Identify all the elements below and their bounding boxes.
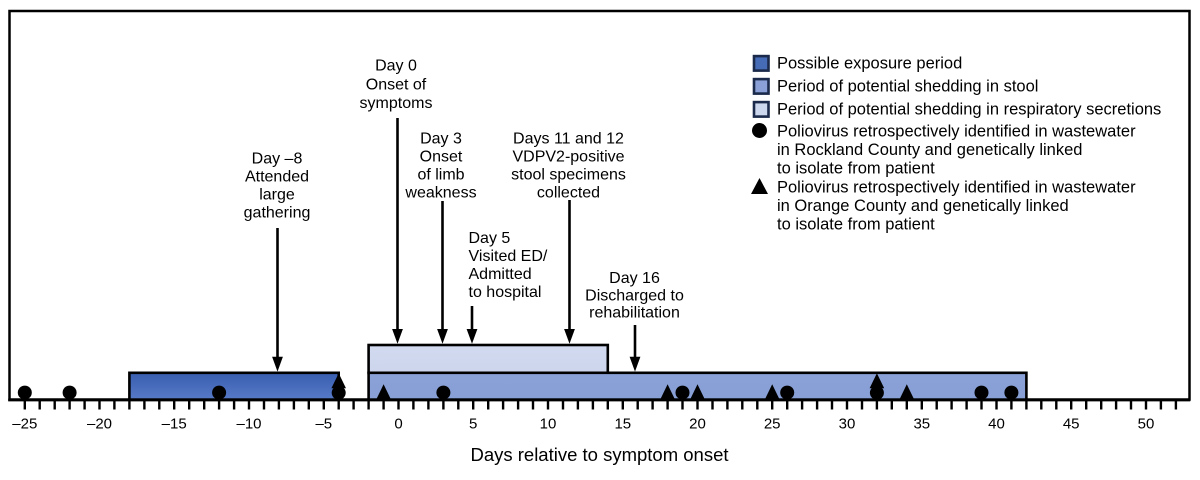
svg-text:30: 30 bbox=[839, 416, 856, 433]
svg-text:–5: –5 bbox=[315, 416, 332, 433]
svg-text:Period of potential shedding i: Period of potential shedding in respirat… bbox=[777, 100, 1161, 118]
svg-text:to isolate from patient: to isolate from patient bbox=[777, 215, 935, 233]
svg-text:of limb: of limb bbox=[417, 167, 464, 184]
svg-text:Onset of: Onset of bbox=[366, 77, 427, 94]
svg-text:Admitted: Admitted bbox=[469, 266, 532, 283]
svg-text:Day 3: Day 3 bbox=[420, 131, 462, 148]
svg-text:Discharged to: Discharged to bbox=[585, 287, 684, 304]
svg-text:Possible exposure period: Possible exposure period bbox=[777, 54, 962, 72]
svg-text:10: 10 bbox=[540, 416, 557, 433]
svg-text:Visited ED/: Visited ED/ bbox=[469, 248, 548, 265]
svg-text:VDPV2-positive: VDPV2-positive bbox=[512, 149, 624, 166]
svg-text:–15: –15 bbox=[162, 416, 187, 433]
svg-text:weakness: weakness bbox=[404, 185, 476, 202]
svg-text:gathering: gathering bbox=[244, 205, 311, 222]
svg-text:Days relative to symptom onset: Days relative to symptom onset bbox=[470, 444, 728, 465]
svg-text:Day 16: Day 16 bbox=[609, 270, 660, 287]
svg-text:Day –8: Day –8 bbox=[252, 151, 303, 168]
svg-text:Poliovirus retrospectively ide: Poliovirus retrospectively identified in… bbox=[777, 122, 1136, 140]
svg-text:5: 5 bbox=[469, 416, 477, 433]
svg-text:large: large bbox=[259, 187, 295, 204]
svg-text:collected: collected bbox=[537, 185, 600, 202]
svg-text:50: 50 bbox=[1138, 416, 1155, 433]
svg-text:–20: –20 bbox=[87, 416, 112, 433]
svg-text:rehabilitation: rehabilitation bbox=[589, 305, 680, 322]
svg-text:to hospital: to hospital bbox=[469, 284, 542, 301]
svg-text:35: 35 bbox=[913, 416, 930, 433]
svg-text:45: 45 bbox=[1063, 416, 1080, 433]
svg-text:in Orange County and genetical: in Orange County and genetically linked bbox=[777, 197, 1069, 215]
svg-text:15: 15 bbox=[614, 416, 631, 433]
svg-text:20: 20 bbox=[689, 416, 706, 433]
svg-text:stool specimens: stool specimens bbox=[511, 167, 626, 184]
svg-text:Attended: Attended bbox=[245, 169, 309, 186]
svg-text:25: 25 bbox=[764, 416, 781, 433]
svg-text:Period of potential shedding i: Period of potential shedding in stool bbox=[777, 77, 1038, 95]
svg-text:–25: –25 bbox=[12, 416, 37, 433]
svg-text:in Rockland County and genetic: in Rockland County and genetically linke… bbox=[777, 141, 1082, 159]
svg-text:Day 5: Day 5 bbox=[469, 230, 511, 247]
svg-text:symptoms: symptoms bbox=[360, 95, 433, 112]
svg-text:40: 40 bbox=[988, 416, 1005, 433]
svg-text:Onset: Onset bbox=[420, 149, 463, 166]
svg-text:0: 0 bbox=[394, 416, 402, 433]
svg-text:Poliovirus retrospectively ide: Poliovirus retrospectively identified in… bbox=[777, 178, 1136, 196]
svg-text:to isolate from patient: to isolate from patient bbox=[777, 159, 935, 177]
svg-text:–10: –10 bbox=[236, 416, 261, 433]
svg-text:Days 11 and 12: Days 11 and 12 bbox=[513, 131, 624, 148]
svg-text:Day 0: Day 0 bbox=[375, 58, 417, 75]
